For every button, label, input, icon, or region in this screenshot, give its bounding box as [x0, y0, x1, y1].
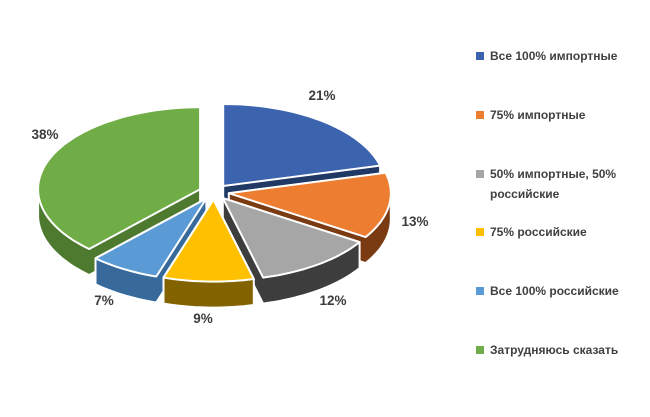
pie-slice-1 [227, 171, 392, 239]
pie-slice-2 [221, 197, 361, 279]
pie-slice-0 [222, 103, 382, 187]
data-label-4: 7% [94, 293, 114, 308]
data-label-1: 13% [401, 214, 428, 229]
data-label-3: 9% [193, 311, 213, 326]
pie-slice-3 [162, 198, 255, 283]
data-label-2: 12% [319, 293, 346, 308]
data-label-0: 21% [308, 88, 335, 103]
data-label-5: 38% [31, 127, 58, 142]
pie-slice-4 [94, 197, 208, 278]
pie-slice-5 [37, 106, 202, 250]
